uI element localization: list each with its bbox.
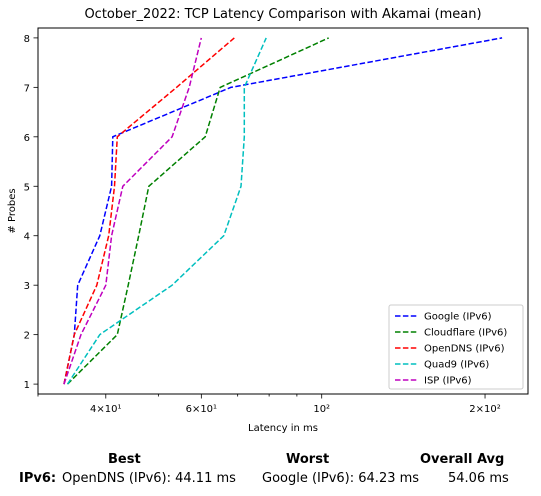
legend-label-0: Google (IPv6) xyxy=(424,312,492,323)
y-tick-label-1: 2 xyxy=(24,331,30,342)
legend-label-1: Cloudflare (IPv6) xyxy=(424,328,507,339)
y-tick-label-3: 4 xyxy=(24,232,30,243)
summary-overall-value: 54.06 ms xyxy=(448,471,509,486)
chart-svg: October_2022: TCP Latency Comparison wit… xyxy=(7,7,529,434)
chart-title: October_2022: TCP Latency Comparison wit… xyxy=(84,7,481,22)
series-line-2 xyxy=(63,37,235,385)
y-axis-label: # Probes xyxy=(7,188,18,233)
y-tick-label-4: 5 xyxy=(24,182,30,193)
summary-header-worst: Worst xyxy=(286,452,330,467)
series-line-1 xyxy=(66,37,330,385)
x-axis-label: Latency in ms xyxy=(248,423,318,434)
legend: Google (IPv6) Cloudflare (IPv6) OpenDNS (I… xyxy=(388,304,524,390)
y-tick-label-5: 6 xyxy=(24,133,30,144)
y-tick-label-2: 3 xyxy=(24,281,30,292)
x-tick-label-3: 2×10² xyxy=(469,404,500,415)
y-tick-label-6: 7 xyxy=(24,83,30,94)
summary-worst-value: Google (IPv6): 64.23 ms xyxy=(262,471,420,486)
legend-label-4: ISP (IPv6) xyxy=(424,376,472,387)
series-line-3 xyxy=(66,37,267,385)
summary-best-value: OpenDNS (IPv6): 44.11 ms xyxy=(62,471,236,486)
summary-header-best: Best xyxy=(108,452,141,467)
summary-row-label: IPv6: xyxy=(19,471,57,486)
x-tick-label-0: 4×10¹ xyxy=(90,404,121,415)
x-tick-label-2: 10² xyxy=(313,404,330,415)
summary-header-overall: Overall Avg xyxy=(420,452,505,467)
legend-label-3: Quad9 (IPv6) xyxy=(424,360,489,371)
y-tick-label-0: 1 xyxy=(24,380,30,391)
y-tick-label-7: 8 xyxy=(24,34,30,45)
x-tick-label-1: 6×10¹ xyxy=(186,404,217,415)
plot-frame xyxy=(37,27,529,395)
series-line-4 xyxy=(63,37,203,385)
series-line-0 xyxy=(63,37,503,385)
legend-label-2: OpenDNS (IPv6) xyxy=(424,344,505,355)
legend-box xyxy=(388,304,524,390)
